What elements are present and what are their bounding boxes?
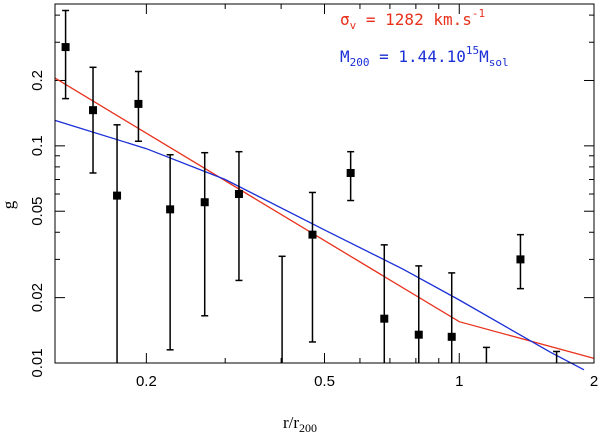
ticks-group: [55, 4, 595, 364]
x-tick-label: 2: [590, 373, 598, 390]
data-point: [61, 43, 70, 52]
plot-frame: [54, 3, 595, 364]
errorbars-group: [62, 9, 561, 363]
x-tick-label: 0.2: [136, 373, 157, 390]
legend-sigma-v: σv = 1282 km.s-1: [340, 7, 485, 32]
data-point: [89, 106, 98, 115]
curve-m200: [54, 119, 585, 371]
data-point: [166, 205, 175, 214]
y-tick-label: 0.01: [29, 348, 46, 377]
x-tick-label: 0.5: [314, 373, 335, 390]
data-point: [134, 99, 143, 108]
data-point: [447, 332, 456, 341]
data-point: [346, 168, 355, 177]
curves-group: [54, 77, 595, 371]
data-point: [200, 198, 209, 207]
legend: σv = 1282 km.s-1 M200 = 1.44.1015Msol: [340, 7, 509, 69]
data-point: [234, 190, 243, 199]
x-tick-labels: 0.2 0.5 1 2: [136, 373, 598, 390]
points-group: [61, 43, 525, 341]
y-tick-label: 0.05: [29, 197, 46, 226]
y-tick-label: 0.02: [29, 283, 46, 312]
x-tick-label: 1: [455, 373, 463, 390]
y-tick-labels: 0.01 0.02 0.05 0.1 0.2: [29, 70, 46, 378]
legend-m200: M200 = 1.44.1015Msol: [340, 44, 509, 69]
data-point: [414, 330, 423, 339]
x-axis-label: r/r200: [283, 413, 317, 435]
data-point: [516, 255, 525, 264]
data-point: [113, 191, 122, 200]
data-point: [380, 314, 389, 323]
y-tick-label: 0.1: [29, 135, 46, 156]
y-tick-label: 0.2: [29, 70, 46, 91]
y-axis-label: g: [0, 200, 18, 209]
curve-sigma-v: [54, 77, 595, 360]
data-point: [308, 230, 317, 239]
